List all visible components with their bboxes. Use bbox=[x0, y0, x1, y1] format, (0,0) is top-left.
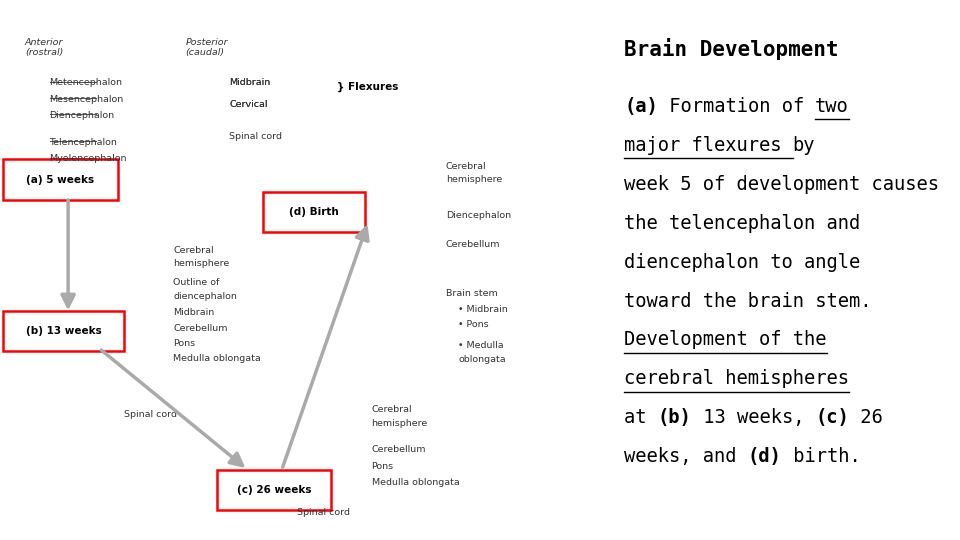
Text: 26: 26 bbox=[849, 408, 883, 427]
Text: Spinal cord: Spinal cord bbox=[298, 508, 350, 517]
Text: (c) 26 weeks: (c) 26 weeks bbox=[237, 485, 311, 495]
Text: • Pons: • Pons bbox=[458, 320, 489, 329]
FancyBboxPatch shape bbox=[263, 192, 366, 232]
Text: birth.: birth. bbox=[781, 447, 860, 466]
Text: by: by bbox=[793, 136, 815, 155]
Text: at: at bbox=[624, 408, 658, 427]
Text: Cervical: Cervical bbox=[229, 100, 268, 109]
Text: Development of the: Development of the bbox=[624, 330, 827, 349]
Text: Diencephalon: Diencephalon bbox=[50, 111, 114, 120]
Text: Myelencephalon: Myelencephalon bbox=[50, 154, 127, 163]
Text: Cerebellum: Cerebellum bbox=[372, 446, 426, 455]
Text: Spinal cord: Spinal cord bbox=[229, 132, 282, 141]
Text: Midbrain: Midbrain bbox=[229, 78, 271, 87]
Text: Mesencephalon: Mesencephalon bbox=[50, 94, 124, 104]
Text: Posterior
(caudal): Posterior (caudal) bbox=[186, 38, 228, 57]
Text: diencephalon: diencephalon bbox=[174, 292, 237, 301]
Text: diencephalon to angle: diencephalon to angle bbox=[624, 253, 860, 272]
Text: Cerebral: Cerebral bbox=[445, 162, 487, 171]
Text: (a) 5 weeks: (a) 5 weeks bbox=[26, 174, 94, 185]
Text: two: two bbox=[815, 97, 849, 116]
Text: cerebral hemispheres: cerebral hemispheres bbox=[624, 369, 849, 388]
Text: Brain Development: Brain Development bbox=[624, 38, 839, 60]
Text: (a): (a) bbox=[624, 97, 658, 116]
FancyBboxPatch shape bbox=[3, 310, 124, 351]
Text: Pons: Pons bbox=[174, 339, 196, 348]
Text: (b): (b) bbox=[658, 408, 691, 427]
Text: major flexures: major flexures bbox=[624, 136, 793, 155]
Text: Cerebral: Cerebral bbox=[372, 405, 412, 414]
Text: Pons: Pons bbox=[372, 462, 394, 471]
Text: (d) Birth: (d) Birth bbox=[289, 207, 339, 217]
Text: Midbrain: Midbrain bbox=[229, 78, 271, 87]
Text: Midbrain: Midbrain bbox=[174, 308, 215, 317]
Text: week 5 of development causes: week 5 of development causes bbox=[624, 175, 939, 194]
Text: hemisphere: hemisphere bbox=[445, 176, 502, 185]
Text: (d): (d) bbox=[748, 447, 781, 466]
FancyBboxPatch shape bbox=[217, 470, 331, 510]
Text: toward the brain stem.: toward the brain stem. bbox=[624, 292, 872, 310]
Text: weeks, and: weeks, and bbox=[624, 447, 748, 466]
Text: Cerebellum: Cerebellum bbox=[445, 240, 500, 249]
Text: (b) 13 weeks: (b) 13 weeks bbox=[26, 326, 102, 336]
Text: • Midbrain: • Midbrain bbox=[458, 305, 508, 314]
Text: Cerebellum: Cerebellum bbox=[174, 324, 228, 333]
Text: 13 weeks,: 13 weeks, bbox=[691, 408, 815, 427]
Text: Medulla oblongata: Medulla oblongata bbox=[174, 354, 261, 363]
Text: Brain stem: Brain stem bbox=[445, 289, 497, 298]
Text: hemisphere: hemisphere bbox=[372, 418, 428, 428]
Text: Spinal cord: Spinal cord bbox=[124, 410, 177, 420]
Text: Outline of: Outline of bbox=[174, 278, 220, 287]
Text: Cerebral: Cerebral bbox=[174, 246, 214, 255]
Text: Medulla oblongata: Medulla oblongata bbox=[372, 478, 459, 487]
Text: Formation of: Formation of bbox=[658, 97, 815, 116]
Text: • Medulla: • Medulla bbox=[458, 341, 504, 350]
Text: Telencephalon: Telencephalon bbox=[50, 138, 117, 147]
Text: oblongata: oblongata bbox=[458, 355, 506, 364]
FancyBboxPatch shape bbox=[3, 159, 118, 200]
Text: } Flexures: } Flexures bbox=[338, 81, 398, 92]
Text: the telencephalon and: the telencephalon and bbox=[624, 214, 860, 233]
Text: (c): (c) bbox=[815, 408, 849, 427]
Text: Metencephalon: Metencephalon bbox=[50, 78, 123, 87]
Text: Cervical: Cervical bbox=[229, 100, 268, 109]
Text: Diencephalon: Diencephalon bbox=[445, 211, 511, 220]
Text: hemisphere: hemisphere bbox=[174, 259, 229, 268]
Text: Anterior
(rostral): Anterior (rostral) bbox=[25, 38, 63, 57]
